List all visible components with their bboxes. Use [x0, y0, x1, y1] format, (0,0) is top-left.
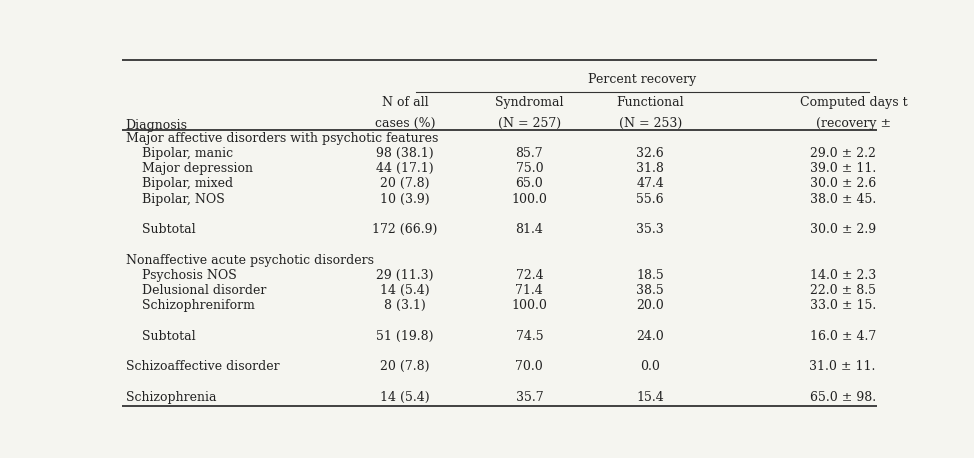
Text: 65.0: 65.0	[515, 177, 543, 191]
Text: Functional: Functional	[617, 96, 684, 109]
Text: Psychosis NOS: Psychosis NOS	[142, 269, 237, 282]
Text: Subtotal: Subtotal	[142, 223, 196, 236]
Text: 70.0: 70.0	[515, 360, 543, 373]
Text: Computed days t: Computed days t	[801, 96, 908, 109]
Text: Subtotal: Subtotal	[142, 330, 196, 343]
Text: 30.0 ± 2.6: 30.0 ± 2.6	[809, 177, 876, 191]
Text: 51 (19.8): 51 (19.8)	[376, 330, 433, 343]
Text: 172 (66.9): 172 (66.9)	[372, 223, 437, 236]
Text: 100.0: 100.0	[511, 299, 547, 312]
Text: N of all: N of all	[382, 96, 429, 109]
Text: 75.0: 75.0	[515, 162, 543, 175]
Text: 29 (11.3): 29 (11.3)	[376, 269, 433, 282]
Text: 98 (38.1): 98 (38.1)	[376, 147, 433, 160]
Text: 14.0 ± 2.3: 14.0 ± 2.3	[809, 269, 876, 282]
Text: 100.0: 100.0	[511, 192, 547, 206]
Text: 31.8: 31.8	[636, 162, 664, 175]
Text: Schizophreniform: Schizophreniform	[142, 299, 255, 312]
Text: 14 (5.4): 14 (5.4)	[380, 391, 430, 404]
Text: 18.5: 18.5	[636, 269, 664, 282]
Text: 20 (7.8): 20 (7.8)	[380, 177, 430, 191]
Text: 0.0: 0.0	[640, 360, 660, 373]
Text: 16.0 ± 4.7: 16.0 ± 4.7	[809, 330, 876, 343]
Text: (N = 257): (N = 257)	[498, 117, 561, 131]
Text: 20.0: 20.0	[636, 299, 664, 312]
Text: 71.4: 71.4	[515, 284, 543, 297]
Text: cases (%): cases (%)	[375, 117, 435, 131]
Text: 55.6: 55.6	[636, 192, 664, 206]
Text: 31.0 ± 11.: 31.0 ± 11.	[809, 360, 876, 373]
Text: 22.0 ± 8.5: 22.0 ± 8.5	[809, 284, 876, 297]
Text: Bipolar, mixed: Bipolar, mixed	[142, 177, 233, 191]
Text: 39.0 ± 11.: 39.0 ± 11.	[809, 162, 876, 175]
Text: 24.0: 24.0	[636, 330, 664, 343]
Text: 47.4: 47.4	[636, 177, 664, 191]
Text: 35.7: 35.7	[515, 391, 543, 404]
Text: 38.5: 38.5	[636, 284, 664, 297]
Text: 10 (3.9): 10 (3.9)	[380, 192, 430, 206]
Text: Bipolar, NOS: Bipolar, NOS	[142, 192, 225, 206]
Text: (recovery ±: (recovery ±	[816, 117, 891, 131]
Text: Percent recovery: Percent recovery	[588, 73, 696, 86]
Text: Nonaffective acute psychotic disorders: Nonaffective acute psychotic disorders	[126, 254, 373, 267]
Text: Major depression: Major depression	[142, 162, 253, 175]
Text: 30.0 ± 2.9: 30.0 ± 2.9	[809, 223, 876, 236]
Text: 85.7: 85.7	[515, 147, 543, 160]
Text: 29.0 ± 2.2: 29.0 ± 2.2	[810, 147, 876, 160]
Text: 74.5: 74.5	[515, 330, 543, 343]
Text: 35.3: 35.3	[636, 223, 664, 236]
Text: 8 (3.1): 8 (3.1)	[384, 299, 426, 312]
Text: Diagnosis: Diagnosis	[126, 119, 188, 132]
Text: Delusional disorder: Delusional disorder	[142, 284, 267, 297]
Text: 81.4: 81.4	[515, 223, 543, 236]
Text: (N = 253): (N = 253)	[618, 117, 682, 131]
Text: 20 (7.8): 20 (7.8)	[380, 360, 430, 373]
Text: 44 (17.1): 44 (17.1)	[376, 162, 433, 175]
Text: 38.0 ± 45.: 38.0 ± 45.	[809, 192, 876, 206]
Text: Syndromal: Syndromal	[495, 96, 564, 109]
Text: 33.0 ± 15.: 33.0 ± 15.	[809, 299, 876, 312]
Text: 14 (5.4): 14 (5.4)	[380, 284, 430, 297]
Text: 15.4: 15.4	[636, 391, 664, 404]
Text: Schizoaffective disorder: Schizoaffective disorder	[126, 360, 280, 373]
Text: 65.0 ± 98.: 65.0 ± 98.	[809, 391, 876, 404]
Text: Major affective disorders with psychotic features: Major affective disorders with psychotic…	[126, 131, 438, 145]
Text: Schizophrenia: Schizophrenia	[126, 391, 216, 404]
Text: Bipolar, manic: Bipolar, manic	[142, 147, 233, 160]
Text: 72.4: 72.4	[515, 269, 543, 282]
Text: 32.6: 32.6	[636, 147, 664, 160]
